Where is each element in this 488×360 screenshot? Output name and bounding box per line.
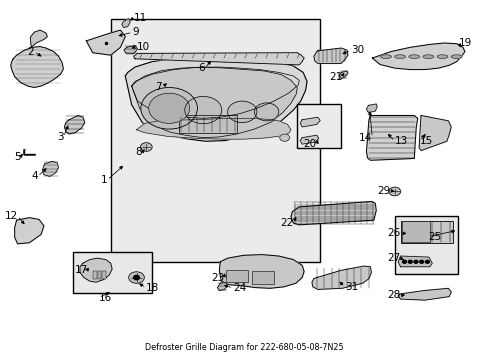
Text: 7: 7 <box>155 82 162 93</box>
Bar <box>97 271 101 279</box>
Circle shape <box>413 260 417 263</box>
Polygon shape <box>42 161 59 176</box>
Text: 23: 23 <box>210 273 224 283</box>
Text: 15: 15 <box>419 136 432 146</box>
Polygon shape <box>313 48 347 63</box>
Circle shape <box>140 143 152 151</box>
Bar <box>394 216 457 274</box>
Text: 21: 21 <box>328 72 342 82</box>
Bar <box>297 104 341 148</box>
Text: 11: 11 <box>133 13 146 23</box>
Text: 22: 22 <box>280 218 293 228</box>
Ellipse shape <box>380 55 390 58</box>
Text: 27: 27 <box>386 253 400 263</box>
Circle shape <box>184 96 222 124</box>
Text: 3: 3 <box>57 132 63 142</box>
Bar <box>92 271 96 279</box>
Circle shape <box>141 87 197 129</box>
Text: 14: 14 <box>358 133 371 143</box>
Bar <box>179 116 237 134</box>
Text: 18: 18 <box>146 283 159 293</box>
Polygon shape <box>311 266 370 289</box>
Polygon shape <box>64 116 85 134</box>
Text: 4: 4 <box>31 171 38 181</box>
Polygon shape <box>15 218 44 244</box>
Bar <box>251 271 273 284</box>
Text: 24: 24 <box>232 283 246 293</box>
Bar <box>401 221 429 242</box>
Circle shape <box>254 103 278 121</box>
Polygon shape <box>123 45 137 54</box>
Text: 26: 26 <box>386 228 400 238</box>
Polygon shape <box>300 135 318 144</box>
Text: 25: 25 <box>427 232 440 242</box>
Text: 9: 9 <box>132 27 139 37</box>
Text: Defroster Grille Diagram for 222-680-05-08-7N25: Defroster Grille Diagram for 222-680-05-… <box>145 343 343 352</box>
Circle shape <box>128 272 144 283</box>
Polygon shape <box>219 255 304 288</box>
Polygon shape <box>122 19 130 28</box>
Polygon shape <box>339 71 347 78</box>
Polygon shape <box>366 116 417 160</box>
Circle shape <box>133 275 139 280</box>
Text: 10: 10 <box>136 42 149 51</box>
Polygon shape <box>217 282 227 291</box>
Bar <box>73 252 152 293</box>
Text: 12: 12 <box>4 211 18 221</box>
Text: 31: 31 <box>345 282 358 292</box>
Text: 1: 1 <box>101 175 107 185</box>
Ellipse shape <box>408 55 419 58</box>
Text: 5: 5 <box>14 152 20 162</box>
Polygon shape <box>300 117 320 127</box>
Bar <box>400 221 452 243</box>
Polygon shape <box>125 58 306 141</box>
Polygon shape <box>397 288 450 300</box>
Polygon shape <box>133 53 304 65</box>
Polygon shape <box>80 258 112 282</box>
Ellipse shape <box>394 55 405 58</box>
Ellipse shape <box>422 55 433 58</box>
Text: 13: 13 <box>394 136 407 146</box>
Circle shape <box>425 260 428 263</box>
Circle shape <box>279 134 289 141</box>
Polygon shape <box>366 104 376 113</box>
Text: 2: 2 <box>27 46 34 57</box>
Text: 30: 30 <box>350 45 363 55</box>
Polygon shape <box>136 118 290 139</box>
Text: 17: 17 <box>74 265 88 275</box>
Bar <box>226 270 247 282</box>
Polygon shape <box>397 256 431 267</box>
Text: 6: 6 <box>198 63 204 73</box>
Polygon shape <box>11 46 63 87</box>
Polygon shape <box>30 30 47 47</box>
Text: 19: 19 <box>458 38 471 48</box>
Ellipse shape <box>450 55 461 58</box>
Circle shape <box>419 260 423 263</box>
Circle shape <box>227 101 256 123</box>
Text: 28: 28 <box>386 291 400 301</box>
Circle shape <box>407 260 411 263</box>
Polygon shape <box>86 30 125 55</box>
Polygon shape <box>418 116 450 150</box>
Circle shape <box>148 93 189 123</box>
Ellipse shape <box>436 55 447 58</box>
Text: 20: 20 <box>303 139 316 149</box>
Text: 16: 16 <box>98 293 112 303</box>
Circle shape <box>402 260 406 263</box>
Polygon shape <box>131 67 297 138</box>
Polygon shape <box>371 43 464 69</box>
Text: 29: 29 <box>377 186 390 196</box>
Polygon shape <box>290 202 375 225</box>
Bar <box>110 19 320 262</box>
Bar <box>102 271 106 279</box>
Circle shape <box>388 187 400 196</box>
Text: 8: 8 <box>136 147 142 157</box>
